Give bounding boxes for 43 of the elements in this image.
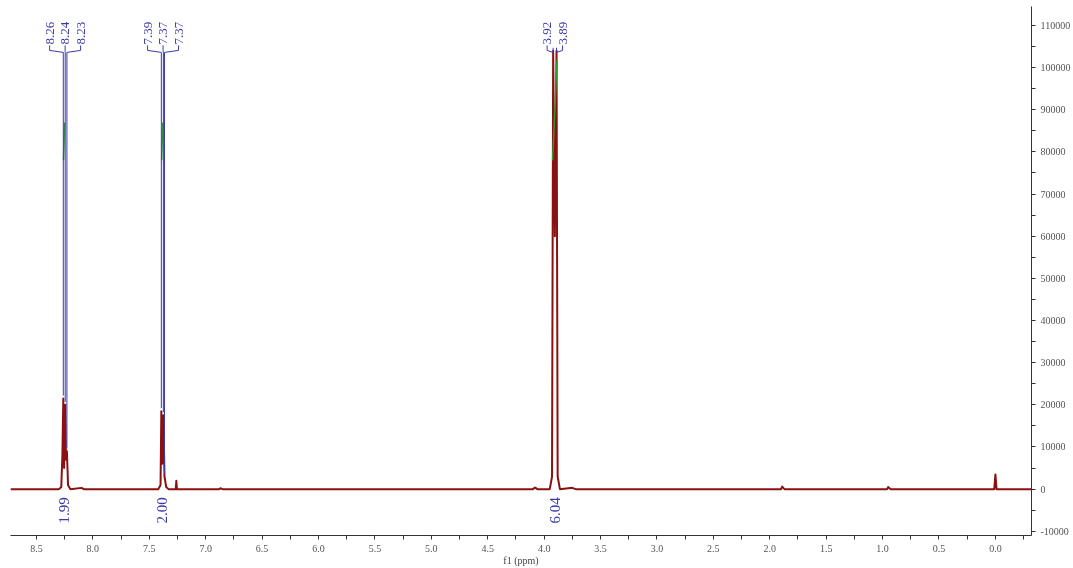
annotation: 3.89 [554, 21, 570, 45]
annotation: 8.24 [57, 21, 73, 45]
x-tick-label: 7.5 [143, 542, 156, 554]
y-tick-label: 30000 [1040, 357, 1066, 369]
x-tick-label: 4.0 [537, 542, 551, 554]
x-tick-label: 6.0 [312, 542, 325, 554]
annotation: 8.23 [72, 21, 88, 45]
x-tick-label: 8.0 [86, 542, 100, 554]
x-tick-label: 3.0 [650, 542, 664, 554]
y-tick-label: 40000 [1040, 315, 1066, 327]
x-tick-label: 8.5 [30, 542, 43, 554]
y-tick-label: -10000 [1040, 525, 1069, 537]
annotation: 8.26 [41, 21, 57, 45]
y-tick-label: 50000 [1040, 272, 1066, 284]
annotation: 6.04 [546, 496, 563, 524]
y-tick-label: 60000 [1040, 230, 1066, 242]
annotation: 2.00 [154, 497, 171, 524]
x-tick-label: 6.5 [255, 542, 269, 554]
x-tick-label: 4.5 [481, 542, 494, 554]
x-axis-title: f1 (ppm) [503, 554, 539, 567]
x-tick-label: 7.0 [199, 542, 212, 554]
x-tick-label: 2.0 [763, 542, 777, 554]
y-tick-label: 100000 [1040, 62, 1071, 74]
annotation: 7.39 [139, 21, 155, 45]
y-tick-label: 80000 [1040, 146, 1066, 158]
x-tick-label: 2.5 [707, 542, 720, 554]
y-tick-label: 110000 [1040, 19, 1071, 31]
x-tick-label: 0.5 [932, 542, 946, 554]
y-tick-label: 20000 [1040, 399, 1066, 411]
x-tick-label: 1.5 [819, 542, 833, 554]
x-tick-label: 1.0 [876, 542, 889, 554]
y-tick-label: 70000 [1040, 188, 1066, 200]
annotation: 1.99 [56, 497, 73, 524]
annotation: 7.37 [170, 21, 186, 45]
x-tick-label: 5.5 [368, 542, 382, 554]
annotation: 7.37 [155, 21, 171, 45]
y-tick-label: 90000 [1040, 104, 1066, 116]
x-tick-label: 5.0 [425, 542, 438, 554]
y-tick-label: 10000 [1040, 441, 1066, 453]
x-tick-label: 3.5 [594, 542, 607, 554]
y-tick-label: 0 [1040, 483, 1046, 495]
annotation: 3.92 [539, 21, 555, 45]
x-tick-label: 0.0 [989, 542, 1002, 554]
